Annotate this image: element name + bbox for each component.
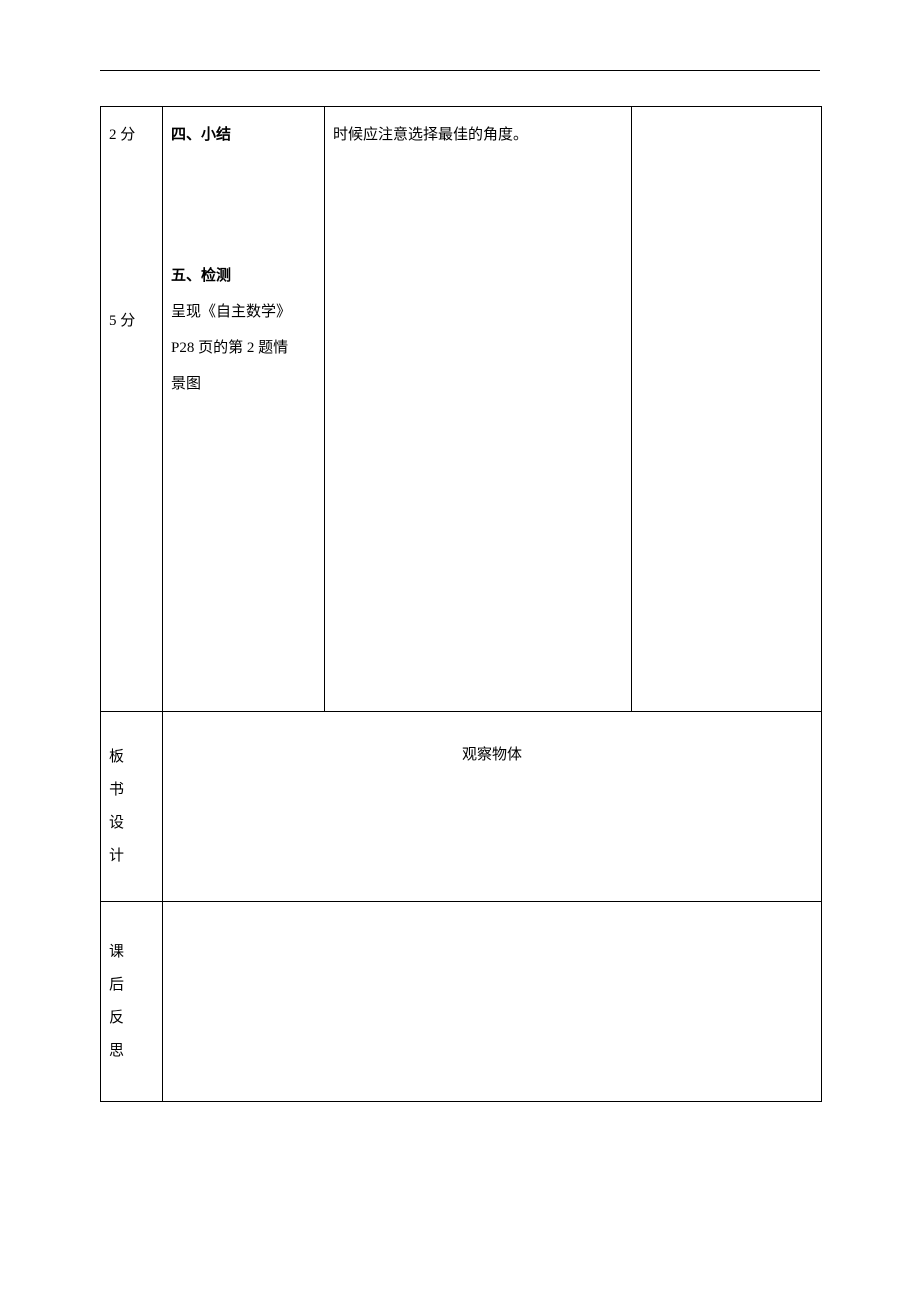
board-design-row: 板 书 设 计 观察物体 bbox=[101, 712, 822, 902]
main-content-row: 2 分 5 分 四、小结 五、检测 呈现《自主数学》 P28 页的第 2 题情 … bbox=[101, 107, 822, 712]
reflection-label-line-2: 反 思 bbox=[109, 1002, 154, 1068]
page-container: 2 分 5 分 四、小结 五、检测 呈现《自主数学》 P28 页的第 2 题情 … bbox=[0, 0, 920, 1102]
reflection-label-cell: 课 后 反 思 bbox=[101, 902, 163, 1102]
board-label-line-2: 设 计 bbox=[109, 807, 154, 873]
section-5-line-2: P28 页的第 2 题情 bbox=[171, 330, 316, 366]
reflection-content-cell bbox=[163, 902, 822, 1102]
activity-cell: 四、小结 五、检测 呈现《自主数学》 P28 页的第 2 题情 景图 bbox=[163, 107, 325, 712]
section-5-line-1: 呈现《自主数学》 bbox=[171, 294, 316, 330]
time-item-1: 2 分 bbox=[109, 117, 154, 153]
reflection-label-line-1: 课 后 bbox=[109, 936, 154, 1002]
top-horizontal-rule bbox=[100, 70, 820, 71]
section-5-line-3: 景图 bbox=[171, 366, 316, 402]
board-label-cell: 板 书 设 计 bbox=[101, 712, 163, 902]
content-cell: 时候应注意选择最佳的角度。 bbox=[325, 107, 632, 712]
section-5-header: 五、检测 bbox=[171, 258, 316, 294]
content-line-1: 时候应注意选择最佳的角度。 bbox=[333, 117, 623, 153]
board-label-line-1: 板 书 bbox=[109, 741, 154, 807]
time-item-2: 5 分 bbox=[109, 303, 154, 339]
time-cell: 2 分 5 分 bbox=[101, 107, 163, 712]
section-4-header: 四、小结 bbox=[171, 117, 316, 153]
lesson-plan-table: 2 分 5 分 四、小结 五、检测 呈现《自主数学》 P28 页的第 2 题情 … bbox=[100, 106, 822, 1102]
notes-cell bbox=[632, 107, 822, 712]
board-content-cell: 观察物体 bbox=[163, 712, 822, 902]
reflection-row: 课 后 反 思 bbox=[101, 902, 822, 1102]
